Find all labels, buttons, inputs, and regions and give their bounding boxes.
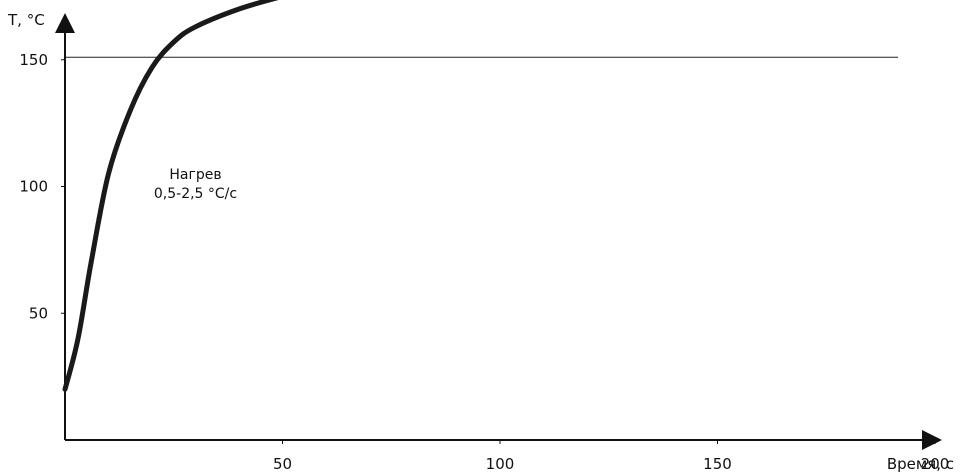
x-tick-label: 200 — [921, 455, 950, 472]
y-tick-label: 50 — [29, 304, 48, 322]
x-tick-label: 50 — [273, 455, 292, 472]
reference-lines-layer — [65, 56, 898, 58]
temperature-profile-line — [62, 0, 279, 392]
heating-label-rate: 0,5-2,5 °C/с — [154, 186, 237, 202]
y-tick-label: 100 — [19, 178, 48, 196]
y-axis-title: T, °C — [7, 11, 45, 29]
x-tick-label: 150 — [703, 455, 732, 472]
x-tick-label: 100 — [486, 455, 515, 472]
heating-label-title: Нагрев — [169, 167, 221, 183]
series-layer — [62, 0, 279, 392]
y-tick-label: 150 — [19, 51, 48, 69]
x-axis-title: Время, с — [887, 455, 954, 472]
ticks-layer: 5010015020025030050100150200250300 — [19, 51, 950, 472]
labels-layer: Температура пайки 230-262 °CТемпература … — [154, 167, 237, 202]
axes-layer — [55, 13, 942, 450]
